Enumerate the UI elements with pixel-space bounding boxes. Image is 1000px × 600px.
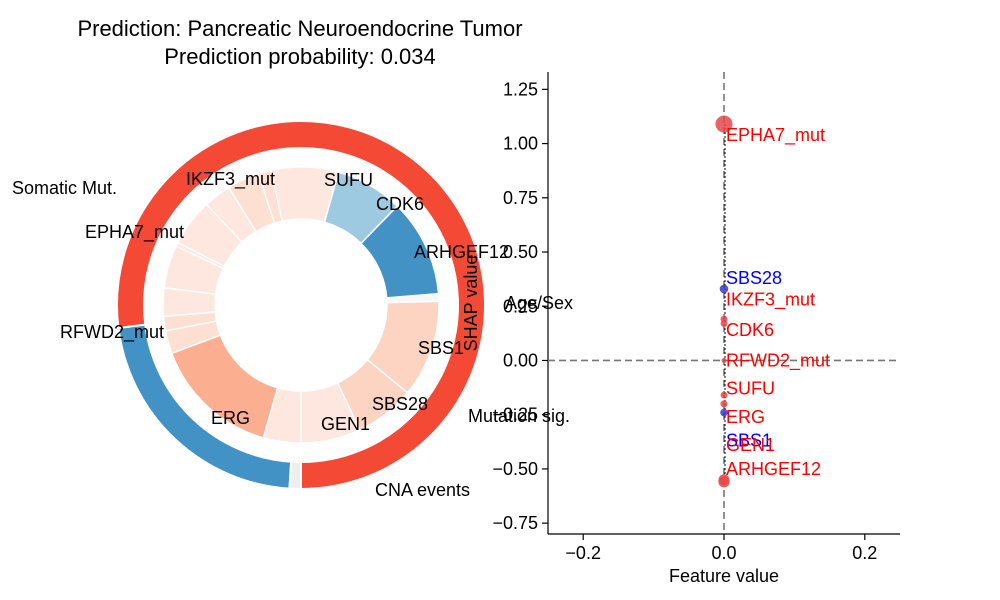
y-tick-label: 0.75 (503, 188, 538, 208)
y-axis-label: SHAP value (461, 255, 481, 352)
point-epha7-mut (715, 115, 733, 133)
y-tick-label: −0.25 (492, 405, 538, 425)
point-label-epha7-mut: EPHA7_mut (726, 125, 825, 146)
point-erg (720, 400, 728, 408)
point-rfwd2-mut (721, 357, 727, 363)
outer-label-somatic-mut: Somatic Mut. (12, 178, 117, 198)
outer-label-age-sex: Age/Sex (505, 293, 573, 313)
inner-label-ikzf3-mut: IKZF3_mut (186, 169, 275, 190)
inner-divider (175, 245, 224, 270)
point-label-ikzf3-mut: IKZF3_mut (726, 290, 815, 311)
point-sufu (720, 391, 728, 399)
inner-label-cdk6: CDK6 (376, 194, 424, 214)
inner-label-erg: ERG (211, 408, 250, 428)
title-line-2: Prediction probability: 0.034 (164, 44, 436, 69)
point-sbs28 (719, 284, 729, 294)
inner-label-gen1: GEN1 (321, 414, 370, 434)
title-line-1: Prediction: Pancreatic Neuroendocrine Tu… (77, 16, 522, 41)
y-tick-label: 1.00 (503, 134, 538, 154)
inner-divider (205, 203, 243, 243)
inner-label-sbs28: SBS28 (372, 394, 428, 414)
x-tick-label: 0.2 (852, 543, 877, 563)
point-sbs1 (720, 408, 728, 417)
y-tick-label: 0.00 (503, 350, 538, 370)
point-arhgef12 (718, 476, 730, 488)
point-label-sufu: SUFU (726, 379, 775, 399)
x-tick-label: 0.0 (711, 543, 736, 563)
y-tick-label: 0.25 (503, 296, 538, 316)
shap-scatter-chart: −0.75 −0.50 −0.25 0.00 0.25 0.50 0.75 1.00 1.25 −… (461, 72, 900, 586)
inner-label-sbs1: SBS1 (418, 338, 464, 358)
outer-wedge-mutation-sig (288, 460, 302, 491)
point-cdk6 (720, 320, 728, 328)
point-label-sbs1: SBS1 (726, 431, 772, 451)
point-label-arhgef12: ARHGEF12 (726, 459, 821, 479)
inner-label-epha7-mut: EPHA7_mut (85, 222, 184, 243)
point-label-erg: ERG (726, 407, 765, 427)
y-tick-label: −0.50 (492, 459, 538, 479)
inner-divider (257, 173, 276, 224)
y-tick-label: 1.25 (503, 79, 538, 99)
inner-label-rfwd2-mut: RFWD2_mut (60, 322, 164, 343)
point-label-rfwd2-mut: RFWD2_mut (726, 350, 830, 371)
donut-chart: Somatic Mut. CNA events Mutation sig. SUFUC… (12, 120, 573, 500)
y-tick-label: −0.75 (492, 513, 538, 533)
outer-label-cna-events: CNA events (375, 480, 470, 500)
y-tick-label: 0.50 (503, 242, 538, 262)
point-label-gen1: GEN1 (726, 435, 775, 455)
x-axis-label: Feature value (669, 566, 779, 586)
inner-divider (163, 286, 216, 295)
point-label-cdk6: CDK6 (726, 320, 774, 340)
x-tick-label: −0.2 (565, 543, 601, 563)
inner-divider (165, 320, 217, 332)
point-label-sbs28: SBS28 (726, 268, 782, 288)
outer-label-mutation-sig: Mutation sig. (468, 406, 570, 426)
outer-wedge-somatic-mut (116, 120, 486, 491)
inner-label-arhgef12: ARHGEF12 (414, 242, 509, 262)
inner-wedge-ikzf3-mut (262, 386, 302, 444)
inner-label-sufu: SUFU (324, 170, 373, 190)
